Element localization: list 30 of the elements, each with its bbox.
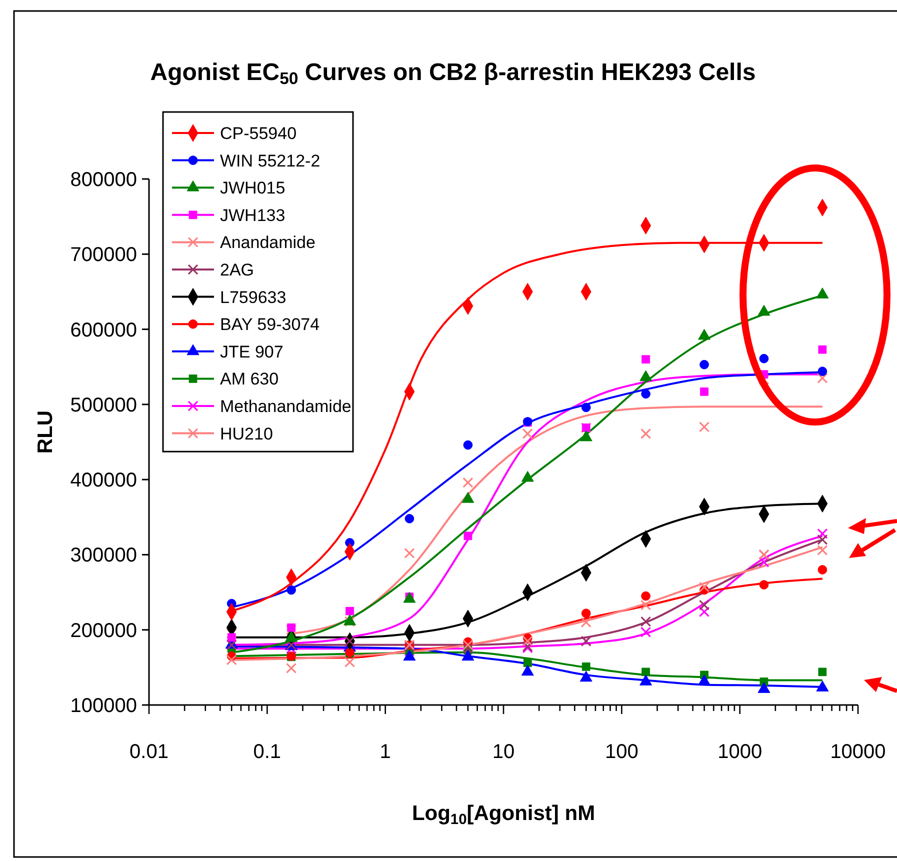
- legend-label: JWH015: [220, 178, 286, 198]
- y-axis-title: RLU: [34, 410, 57, 454]
- legend-label: L759633: [220, 288, 286, 307]
- y-tick-label: 600000: [70, 319, 137, 342]
- x-tick-label: 1000: [718, 741, 762, 763]
- y-tick-label: 800000: [70, 169, 137, 191]
- y-tick-label: 200000: [70, 620, 137, 642]
- x-tick-label: 10: [492, 741, 515, 763]
- chart-title: Agonist EC$_{50}$ Curves on CB2 β-arrestin HEK293 Cells: [150, 59, 756, 88]
- y-tick-label: 700000: [70, 244, 137, 266]
- legend-label: Methanandamide: [220, 396, 352, 416]
- legend-label: HU210: [220, 424, 273, 444]
- x-tick-label: 0.1: [253, 741, 282, 763]
- x-tick-label: 1: [380, 741, 391, 763]
- legend-label: BAY 59-3074: [220, 315, 320, 334]
- y-tick-label: 300000: [70, 544, 137, 567]
- legend-label: CP-55940: [220, 124, 297, 143]
- y-tick-label: 100000: [70, 695, 137, 717]
- y-tick-label: 400000: [70, 470, 137, 492]
- legend-label: 2AG: [220, 260, 254, 280]
- x-tick-label: 0.01: [130, 741, 168, 763]
- legend-label: Anandamide: [220, 233, 316, 252]
- legend-label: JTE 907: [220, 342, 284, 362]
- x-tick-label: 100: [604, 741, 638, 763]
- x-axis-title: Log$_{10}$[Agonist] nM: [412, 802, 596, 828]
- legend-label: WIN 55212-2: [220, 151, 320, 170]
- x-tick-label: 10000: [830, 741, 886, 763]
- y-tick-label: 500000: [70, 394, 137, 416]
- legend-label: AM 630: [220, 370, 279, 389]
- legend-label: JWH133: [220, 206, 286, 225]
